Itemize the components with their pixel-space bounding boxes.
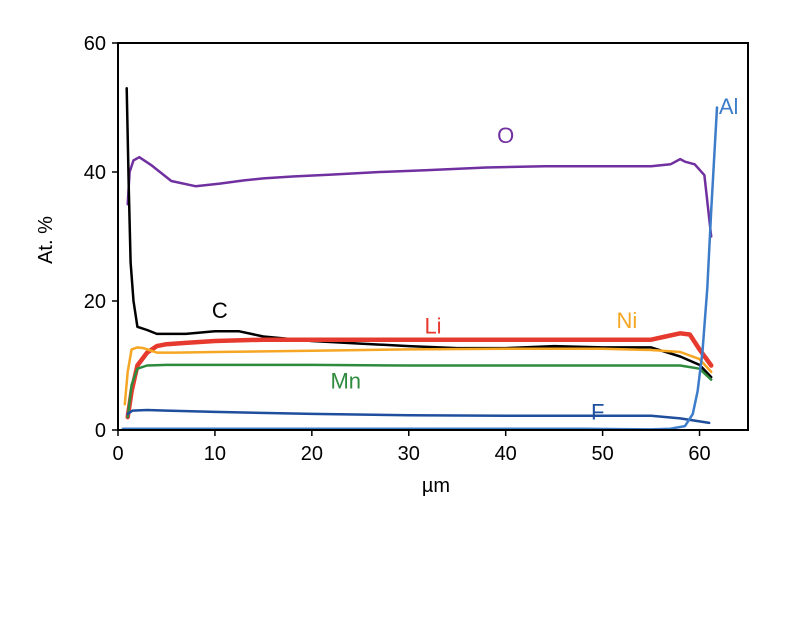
y-axis-ticks: 0 20 40 60 (84, 33, 118, 442)
series-line-f (126, 408, 711, 425)
series-layer (121, 86, 719, 431)
plot-area-border (117, 42, 749, 431)
series-label-li: Li (424, 313, 441, 338)
series-line-mn (126, 363, 713, 419)
series-labels: O C Li Ni Mn F Al (212, 94, 739, 425)
series-label-c: C (212, 298, 228, 323)
x-axis-ticks: 0 10 20 30 40 50 60 (112, 430, 711, 465)
series-line-o (126, 155, 713, 238)
x-tick-label: 40 (495, 443, 517, 465)
series-line-al (121, 106, 719, 431)
series-line-ni (123, 346, 713, 406)
y-tick-label: 20 (84, 291, 106, 313)
series-label-mn: Mn (330, 369, 361, 394)
x-tick-label: 50 (591, 443, 613, 465)
x-tick-label: 0 (112, 443, 123, 465)
series-label-o: O (497, 123, 514, 148)
x-tick-label: 60 (688, 443, 710, 465)
y-tick-label: 60 (84, 33, 106, 55)
series-line-li (125, 331, 714, 420)
y-tick-label: 40 (84, 162, 106, 184)
x-axis-title: µm (422, 475, 450, 497)
x-tick-label: 10 (204, 443, 226, 465)
y-tick-label: 0 (95, 420, 106, 442)
y-axis-title: At. % (35, 216, 57, 264)
series-label-ni: Ni (616, 308, 637, 333)
x-tick-label: 20 (301, 443, 323, 465)
series-label-f: F (591, 400, 604, 425)
x-tick-label: 30 (398, 443, 420, 465)
series-label-al: Al (719, 94, 739, 119)
